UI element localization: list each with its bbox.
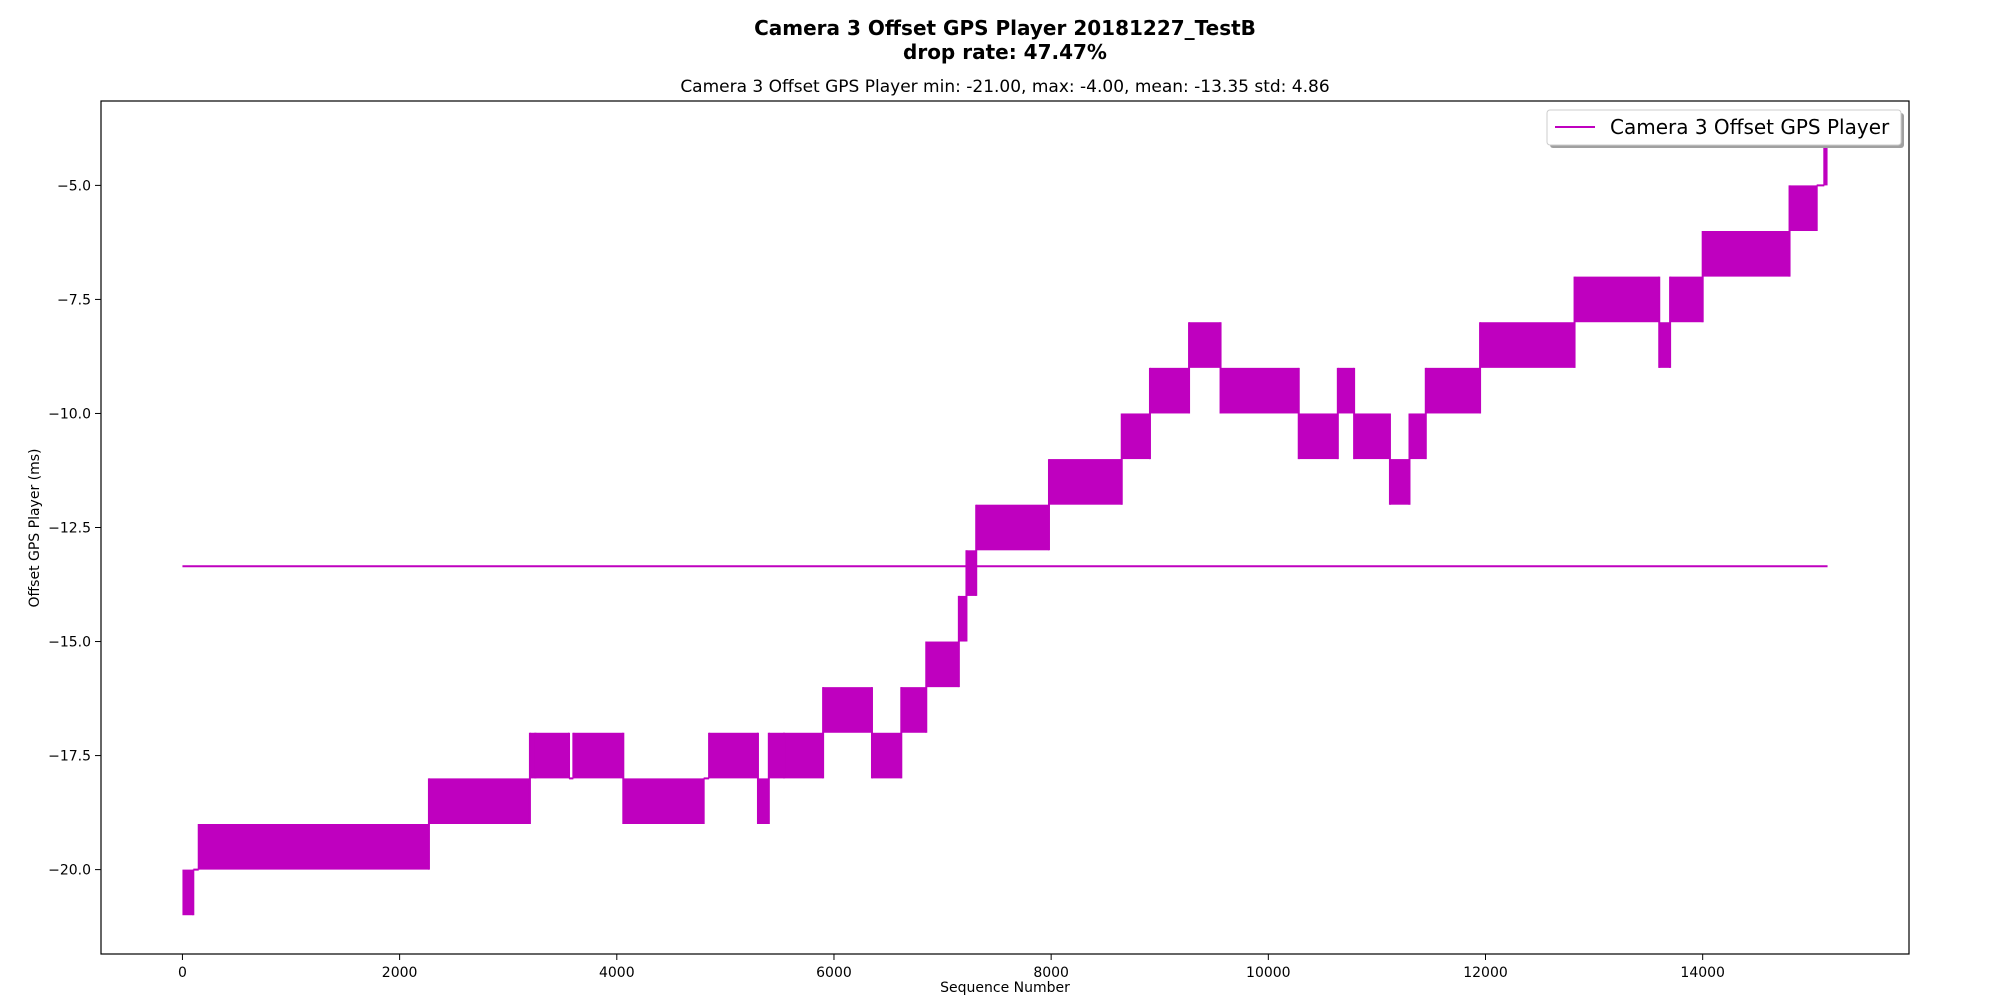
series-segment [1389,459,1410,505]
chart-subtitle: Camera 3 Offset GPS Player min: -21.00, … [680,77,1329,97]
series-segment [958,595,967,642]
series-segment [1220,367,1299,414]
series-segment [198,823,429,870]
series-segment [1048,459,1122,505]
series-segment [1670,276,1703,323]
x-tick-label: 6000 [816,965,852,981]
series-segment [1298,413,1338,460]
y-tick-label: −5.0 [57,178,91,194]
legend-box [1546,109,1902,146]
series-segment [823,687,872,733]
series-segment [1824,139,1828,186]
series-segment [1702,231,1790,277]
series-segment [535,732,570,779]
y-tick-label: −10.0 [48,406,91,422]
x-tick-label: 0 [178,965,187,981]
x-tick-label: 2000 [382,965,418,981]
series-segment [1354,413,1390,460]
y-tick-label: −17.5 [48,749,91,765]
series-segment [1574,276,1660,323]
series-segment [623,778,704,824]
plot-area [182,139,1828,916]
legend-label: Camera 3 Offset GPS Player [1610,115,1890,139]
series-segment [1189,322,1221,368]
x-tick-label: 14000 [1680,965,1725,981]
x-tick-label: 4000 [599,965,635,981]
x-tick-label: 8000 [1033,965,1069,981]
x-axis: 0 2000 4000 6000 8000 10000 12000 14000 [178,954,1725,981]
series-segment [901,687,927,733]
series-segment [1121,413,1150,460]
chart-title-drop-rate: drop rate: 47.47% [903,40,1107,64]
series-segment [182,869,194,916]
series-segment [768,732,785,779]
series-segment [757,778,769,824]
x-axis-label: Sequence Number [940,980,1070,996]
series-segment [784,732,824,779]
series-segment [1789,185,1817,232]
series-segment [1425,367,1481,414]
series-segment [573,732,624,779]
series-segment [1337,367,1355,414]
series-segment [709,732,758,779]
y-tick-label: −12.5 [48,521,91,537]
y-tick-label: −20.0 [48,863,91,879]
x-tick-label: 12000 [1463,965,1508,981]
legend: Camera 3 Offset GPS Player [1546,109,1904,148]
series-segment [1659,322,1671,368]
chart-title: Camera 3 Offset GPS Player 20181227_Test… [754,16,1256,40]
series-segment [1409,413,1426,460]
series-segment [966,550,977,596]
y-axis: −5.0 −7.5 −10.0 −12.5 −15.0 −17.5 −20.0 [48,178,101,879]
x-tick-label: 10000 [1246,965,1291,981]
series-segment [871,732,902,779]
series-segment [976,504,1049,551]
y-axis-label: Offset GPS Player (ms) [27,448,43,607]
series-segment [1480,322,1575,368]
y-tick-label: −7.5 [57,292,91,308]
y-tick-label: −15.0 [48,635,91,651]
series-segment [926,641,959,688]
series-segment [529,732,536,779]
series-segment [428,778,530,824]
series-segment [1149,367,1190,414]
